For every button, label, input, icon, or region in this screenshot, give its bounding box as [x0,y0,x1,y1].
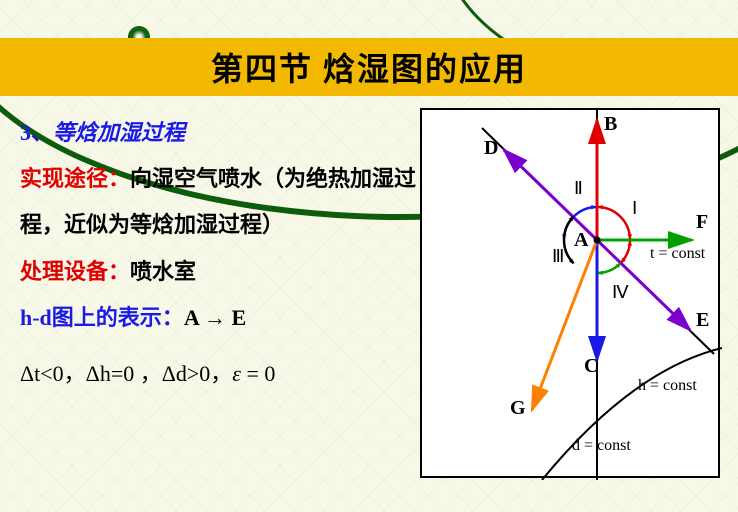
equation-line: Δt<0，Δh=0 ，Δd>0，ε = 0 [20,351,420,397]
content-block: 3、等焓加湿过程 实现途径：向湿空气喷水（为绝热加湿过程，近似为等焓加湿过程） … [20,110,420,397]
text-hd: A → E [184,305,246,330]
svg-text:C: C [584,355,598,377]
svg-text:A: A [574,229,589,251]
label-method: 实现途径： [20,166,130,191]
svg-text:t = const: t = const [650,245,706,262]
label-equip: 处理设备： [20,259,130,284]
svg-text:Ⅱ: Ⅱ [574,178,583,198]
svg-text:B: B [604,113,617,135]
text-equip: 喷水室 [130,259,196,284]
svg-text:F: F [696,211,708,233]
svg-text:h = const: h = const [638,377,697,394]
svg-text:Ⅲ: Ⅲ [552,246,564,266]
svg-text:Ⅰ: Ⅰ [632,198,637,218]
title-bar: 第四节 焓湿图的应用 [0,38,738,96]
section-title: 等焓加湿过程 [53,120,185,145]
label-hd: h-d图上的表示： [20,305,184,330]
hd-diagram: A B C D E F G Ⅰ Ⅱ Ⅲ Ⅳt = const h = const d = const [420,108,720,478]
svg-text:E: E [696,309,709,331]
svg-text:G: G [510,397,526,419]
svg-text:d = const: d = const [572,437,631,454]
slide-title: 第四节 焓湿图的应用 [211,44,527,90]
diagram-svg: A B C D E F G Ⅰ Ⅱ Ⅲ Ⅳt = const h = const d = const [422,110,722,480]
decorative-curves [0,0,738,40]
svg-text:Ⅳ: Ⅳ [612,282,629,302]
section-number: 3、 [20,120,53,145]
svg-text:D: D [484,137,498,159]
